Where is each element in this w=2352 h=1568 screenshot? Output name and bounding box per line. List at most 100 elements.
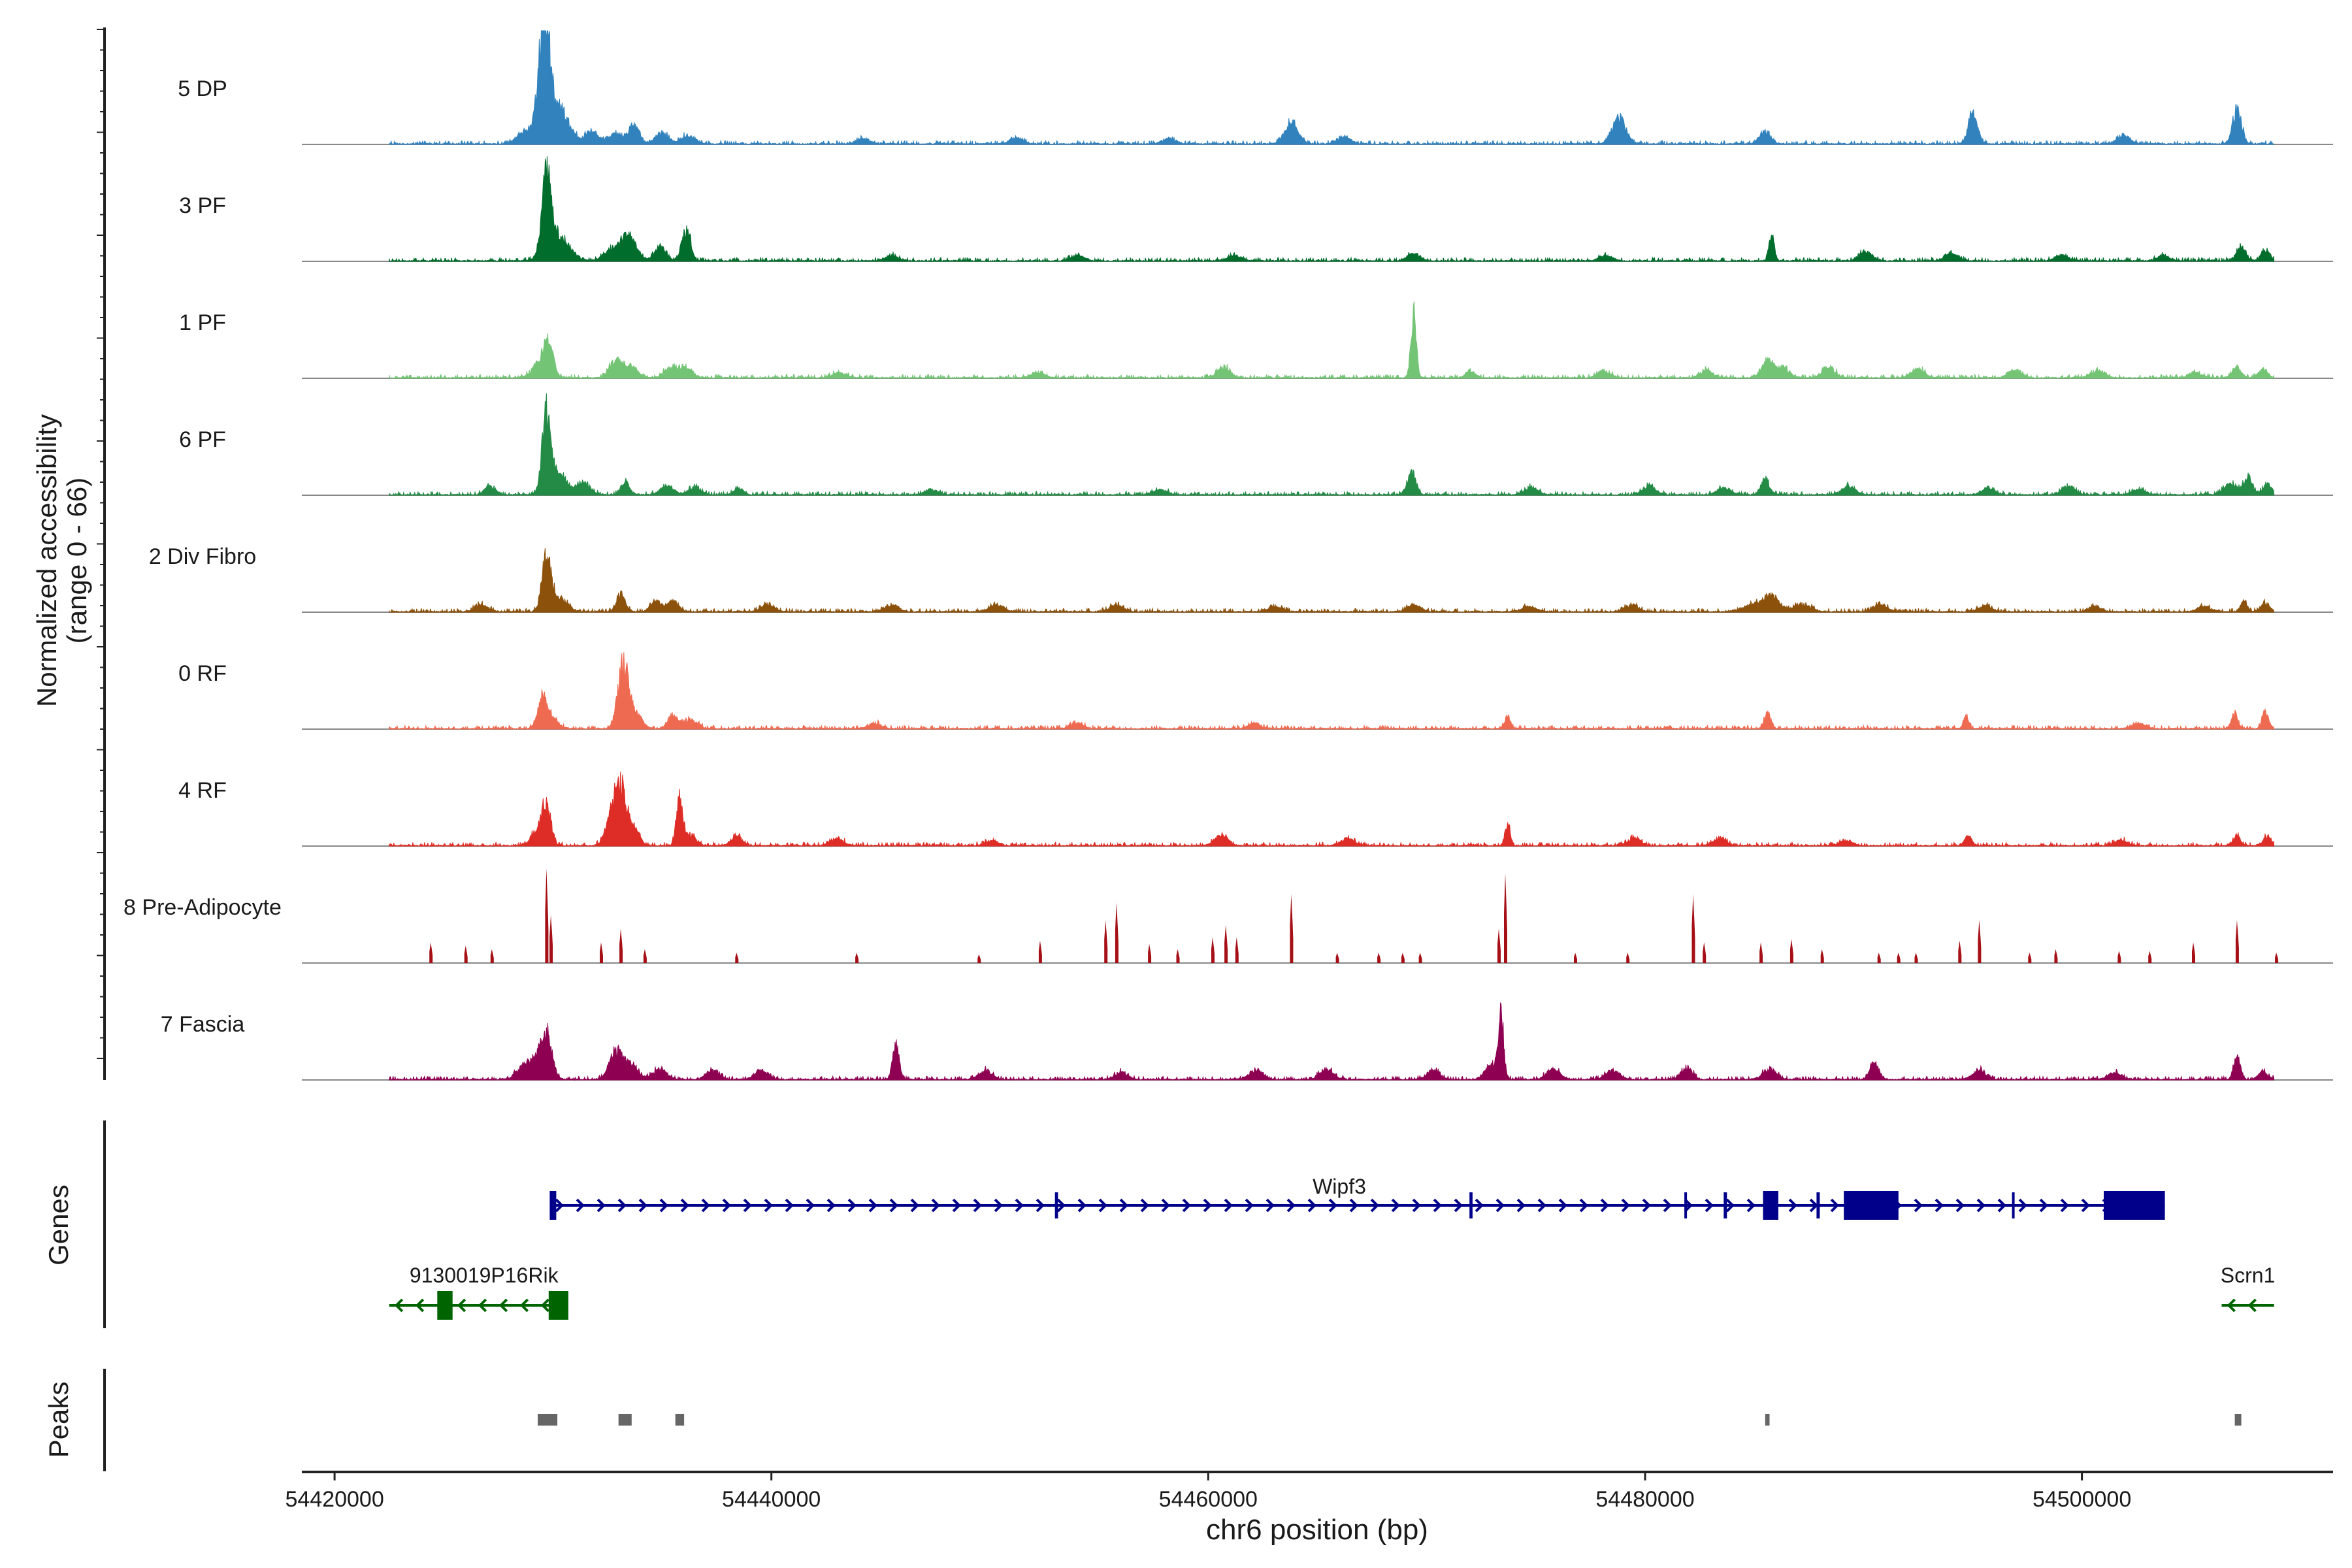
coverage-bar xyxy=(1497,928,1501,963)
strand-chevron xyxy=(1788,1198,1797,1213)
gene-label: 9130019P16Rik xyxy=(410,1264,559,1287)
strand-chevron xyxy=(1997,1198,2006,1213)
strand-chevron xyxy=(1537,1198,1546,1213)
strand-chevron xyxy=(1119,1198,1128,1213)
strand-chevron xyxy=(478,1298,487,1313)
strand-chevron xyxy=(1935,1198,1944,1213)
genes-panel-label: Genes xyxy=(43,1184,74,1266)
strand-chevron xyxy=(1495,1198,1505,1213)
track-8-pre-adipocyte: 8 Pre-Adipocyte xyxy=(123,868,2333,964)
track-0-rf: 0 RF xyxy=(178,652,2333,730)
strand-chevron xyxy=(1914,1198,1923,1213)
strand-chevron xyxy=(910,1198,919,1213)
coverage-bar xyxy=(464,945,468,963)
track-label: 7 Fascia xyxy=(161,1012,245,1037)
strand-chevron xyxy=(868,1198,877,1213)
strand-chevron xyxy=(785,1198,794,1213)
strand-chevron xyxy=(1349,1198,1358,1213)
gene-label: Wipf3 xyxy=(1313,1175,1366,1198)
coverage-bar xyxy=(1691,894,1695,963)
strand-chevron xyxy=(1600,1198,1609,1213)
coverage-bar xyxy=(2192,942,2195,963)
coverage-bar xyxy=(1176,949,1180,963)
strand-chevron xyxy=(457,1298,466,1313)
track-label: 6 PF xyxy=(179,427,226,452)
gene-exon xyxy=(549,1191,557,1220)
track-label: 8 Pre-Adipocyte xyxy=(123,895,282,920)
strand-chevron xyxy=(952,1198,961,1213)
strand-chevron xyxy=(1161,1198,1170,1213)
strand-chevron xyxy=(2039,1198,2048,1213)
x-axis: chr6 position (bp) 54420000 54440000 54460… xyxy=(285,1471,2333,1546)
strand-chevron xyxy=(1412,1198,1421,1213)
strand-chevron xyxy=(743,1198,752,1213)
coverage-bar xyxy=(1958,940,1962,963)
coverage-bar xyxy=(600,942,603,963)
strand-chevron xyxy=(806,1198,815,1213)
coverage-bar xyxy=(619,928,623,963)
strand-chevron xyxy=(680,1198,689,1213)
coverage-bar xyxy=(549,915,553,963)
peak-region xyxy=(675,1414,685,1426)
track-5-dp: 5 DP xyxy=(178,30,2333,146)
strand-chevron xyxy=(1475,1198,1484,1213)
track-7-fascia: 7 Fascia xyxy=(161,1002,2333,1081)
x-axis-title: chr6 position (bp) xyxy=(1206,1514,1428,1546)
strand-chevron xyxy=(1579,1198,1588,1213)
gene-exon xyxy=(548,1291,568,1320)
strand-chevron xyxy=(576,1198,585,1213)
strand-chevron xyxy=(722,1198,731,1213)
track-label: 3 PF xyxy=(179,193,226,218)
strand-chevron xyxy=(1307,1198,1316,1213)
x-tick-label: 54460000 xyxy=(1159,1487,1258,1512)
coverage-bar xyxy=(1759,942,1763,963)
strand-chevron xyxy=(1266,1198,1275,1213)
strand-chevron xyxy=(1077,1198,1086,1213)
y-axis-title: Normalized accessibility xyxy=(31,414,62,707)
track-label: 1 PF xyxy=(179,310,226,335)
track-6-pf: 6 PF xyxy=(179,393,2333,497)
strand-chevron xyxy=(2227,1298,2236,1313)
strand-chevron xyxy=(617,1198,627,1213)
track-label: 4 RF xyxy=(178,778,227,803)
strand-chevron xyxy=(1015,1198,1024,1213)
coverage-bar xyxy=(1224,925,1228,963)
gene-exon xyxy=(1684,1192,1688,1218)
strand-chevron xyxy=(1224,1198,1233,1213)
peak-region xyxy=(538,1414,558,1426)
coverage-bar xyxy=(977,954,981,963)
strand-chevron xyxy=(826,1198,836,1213)
strand-chevron xyxy=(1286,1198,1296,1213)
strand-chevron xyxy=(1203,1198,1212,1213)
gene-9130019p16rik: 9130019P16Rik xyxy=(389,1264,568,1320)
coverage-bar xyxy=(1504,873,1507,963)
strand-chevron xyxy=(1036,1198,1045,1213)
strand-chevron xyxy=(596,1198,606,1213)
gene-label: Scrn1 xyxy=(2221,1264,2276,1287)
gene-exon xyxy=(1054,1192,1058,1218)
x-tick-label: 54500000 xyxy=(2033,1487,2131,1512)
coverage-bar xyxy=(1897,953,1901,963)
coverage-bar xyxy=(1978,920,1982,963)
coverage-bar xyxy=(1820,949,1824,963)
x-tick-label: 54420000 xyxy=(285,1487,384,1512)
coverage-bar xyxy=(1038,940,1042,963)
coverage-bar xyxy=(2117,951,2121,963)
coverage-area xyxy=(389,301,2275,380)
y-axis-range: (range 0 - 66) xyxy=(61,478,92,644)
coverage-bar xyxy=(1574,953,1577,963)
coverage-area xyxy=(389,393,2275,497)
strand-chevron xyxy=(519,1298,529,1313)
strand-chevron xyxy=(540,1298,550,1313)
coverage-bar xyxy=(855,953,859,963)
coverage-area xyxy=(389,30,2275,146)
coverage-bar xyxy=(1626,953,1630,963)
coverage-bar xyxy=(643,949,647,963)
strand-chevron xyxy=(701,1198,710,1213)
coverage-bar xyxy=(2275,953,2279,963)
strand-chevron xyxy=(994,1198,1003,1213)
strand-chevron xyxy=(1328,1198,1337,1213)
strand-chevron xyxy=(498,1298,508,1313)
strand-chevron xyxy=(1391,1198,1400,1213)
coverage-bar xyxy=(1914,953,1918,963)
